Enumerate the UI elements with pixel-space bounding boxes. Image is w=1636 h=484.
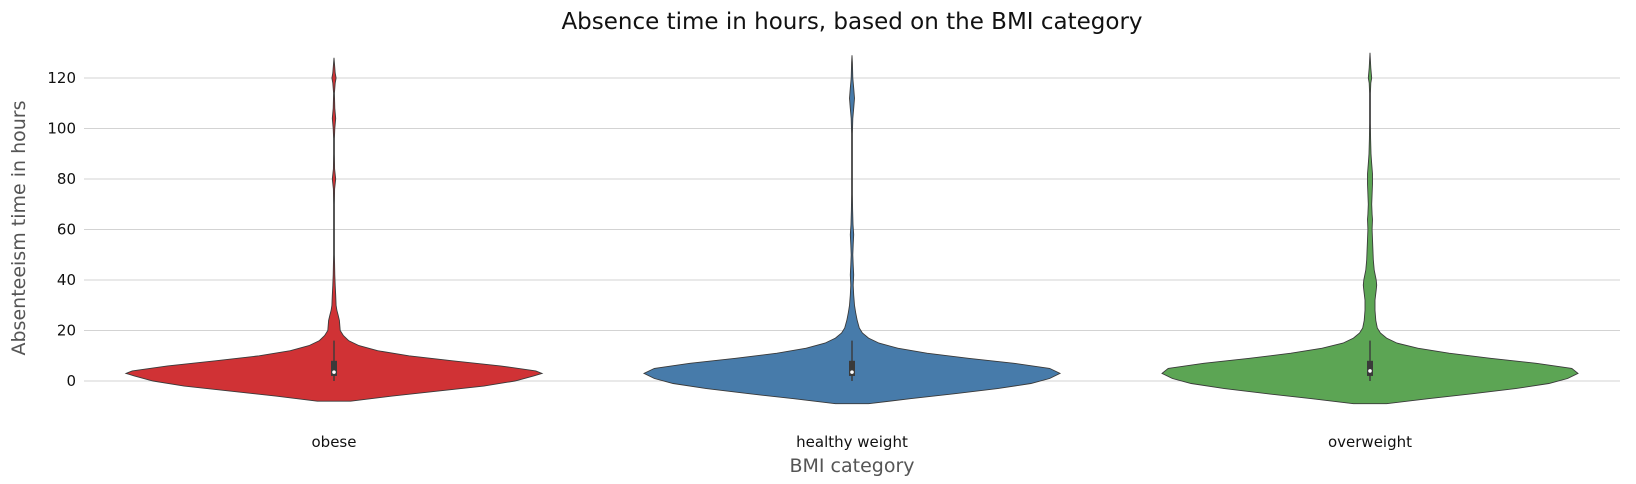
x-tick-label: obese <box>312 433 357 451</box>
y-tick-label: 0 <box>66 372 76 390</box>
y-tick-label: 40 <box>57 271 76 289</box>
violin-iqr-box <box>849 360 855 376</box>
violin-median-marker <box>1368 369 1372 373</box>
y-tick-labels: 0 20 40 60 80 100 120 <box>47 69 76 390</box>
violin-body <box>124 57 544 402</box>
violins <box>124 52 1579 405</box>
violin-body <box>1161 52 1579 405</box>
y-axis-label: Absenteeism time in hours <box>8 101 30 356</box>
y-tick-label: 80 <box>57 170 76 188</box>
violin-iqr-box <box>331 360 337 376</box>
violin-median-marker <box>850 370 854 374</box>
y-tick-label: 100 <box>47 120 76 138</box>
x-tick-labels: obese healthy weight overweight <box>312 433 1413 451</box>
violin-healthy-weight <box>642 55 1062 405</box>
y-tick-label: 60 <box>57 221 76 239</box>
y-tick-label: 20 <box>57 322 76 340</box>
x-tick-label: overweight <box>1328 433 1412 451</box>
violin-overweight <box>1161 52 1579 405</box>
violin-obese <box>124 57 544 402</box>
violin-body <box>642 55 1062 405</box>
violin-iqr-box <box>1367 360 1373 376</box>
x-axis-label: BMI category <box>789 455 914 477</box>
x-tick-label: healthy weight <box>796 433 908 451</box>
chart-title: Absence time in hours, based on the BMI … <box>561 9 1142 35</box>
y-tick-label: 120 <box>47 69 76 87</box>
violin-median-marker <box>332 370 336 374</box>
